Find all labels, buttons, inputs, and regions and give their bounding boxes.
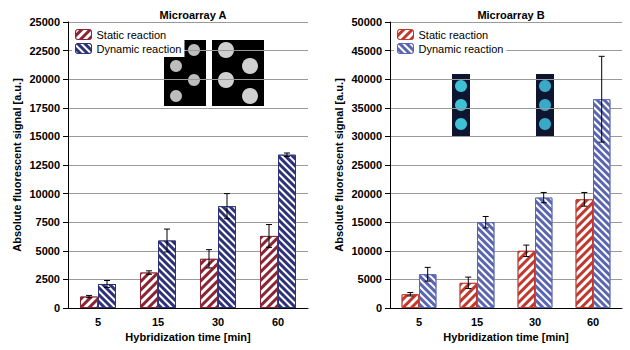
svg-text:25000: 25000: [351, 159, 382, 171]
svg-text:Dynamic reaction: Dynamic reaction: [419, 43, 504, 55]
svg-text:17500: 17500: [29, 102, 60, 114]
svg-text:60: 60: [272, 316, 284, 328]
svg-text:20000: 20000: [29, 73, 60, 85]
svg-text:15000: 15000: [351, 216, 382, 228]
svg-text:Dynamic reaction: Dynamic reaction: [97, 43, 182, 55]
svg-text:12500: 12500: [29, 159, 60, 171]
svg-text:5: 5: [95, 316, 101, 328]
svg-text:Hybridization time [min]: Hybridization time [min]: [443, 331, 569, 343]
svg-text:5000: 5000: [36, 245, 60, 257]
svg-text:20000: 20000: [351, 188, 382, 200]
svg-text:0: 0: [376, 302, 382, 314]
svg-text:0: 0: [54, 302, 60, 314]
svg-text:45000: 45000: [351, 45, 382, 57]
svg-text:40000: 40000: [351, 73, 382, 85]
svg-text:5000: 5000: [358, 273, 382, 285]
svg-text:5: 5: [416, 316, 422, 328]
svg-text:35000: 35000: [351, 102, 382, 114]
svg-text:2500: 2500: [36, 273, 60, 285]
svg-text:10000: 10000: [29, 188, 60, 200]
svg-text:7500: 7500: [36, 216, 60, 228]
svg-text:Hybridization time [min]: Hybridization time [min]: [125, 331, 251, 343]
svg-text:60: 60: [587, 316, 599, 328]
svg-text:25000: 25000: [29, 16, 60, 28]
svg-text:15: 15: [152, 316, 164, 328]
svg-text:Static reaction: Static reaction: [97, 29, 167, 41]
svg-text:15000: 15000: [29, 130, 60, 142]
svg-text:50000: 50000: [351, 16, 382, 28]
svg-text:Microarray A: Microarray A: [160, 9, 227, 21]
svg-text:Static reaction: Static reaction: [419, 29, 489, 41]
svg-text:30: 30: [529, 316, 541, 328]
svg-text:30: 30: [212, 316, 224, 328]
svg-text:Absolute fluorescent signal [a: Absolute fluorescent signal [a.u.]: [11, 78, 23, 252]
svg-text:22500: 22500: [29, 45, 60, 57]
svg-text:10000: 10000: [351, 245, 382, 257]
svg-text:15: 15: [471, 316, 483, 328]
svg-text:30000: 30000: [351, 130, 382, 142]
svg-text:Microarray B: Microarray B: [477, 9, 544, 21]
svg-text:Absolute fluorescent signal [a: Absolute fluorescent signal [a.u.]: [333, 78, 345, 252]
